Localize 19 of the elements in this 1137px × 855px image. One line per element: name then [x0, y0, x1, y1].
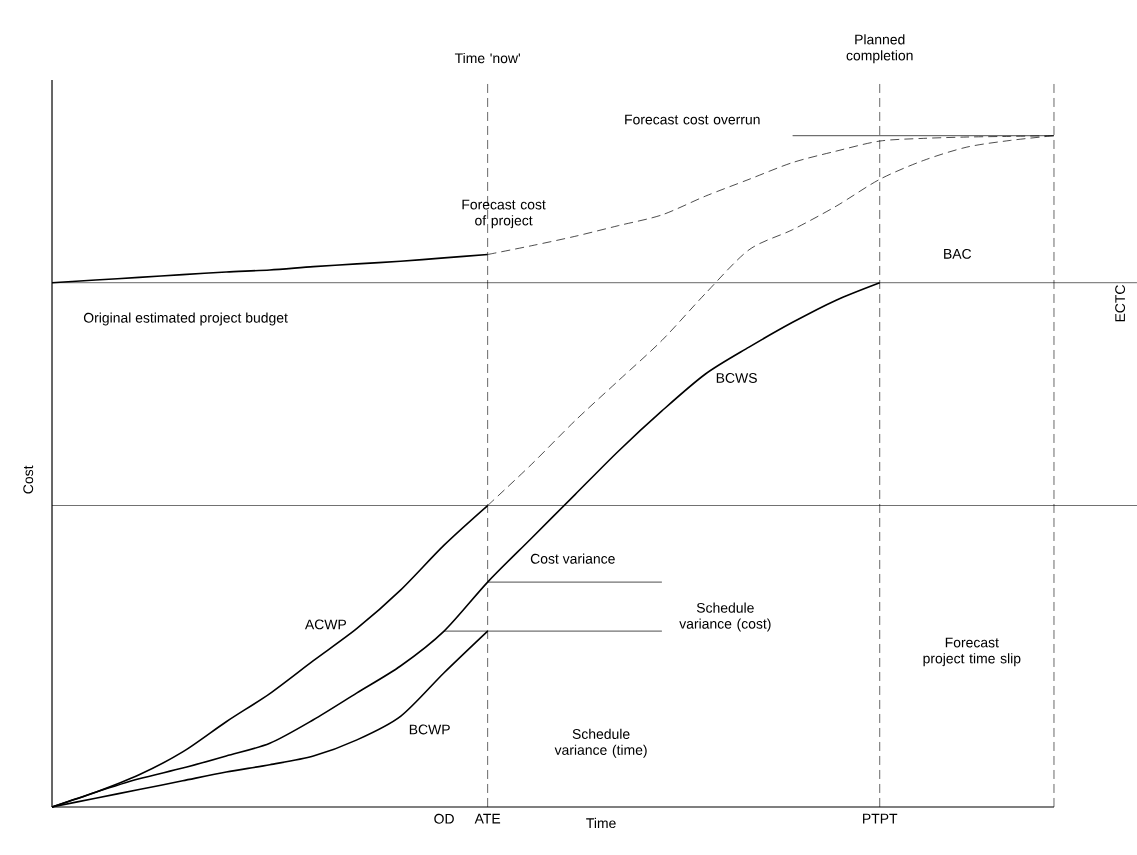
ref-line-label: Planned completion	[846, 34, 913, 64]
text: Forecast cost overrun	[625, 114, 760, 125]
series-label: BCWP	[409, 724, 450, 735]
annotation: Cost variance	[530, 553, 615, 564]
series-label: ACWP	[304, 619, 347, 630]
annotation: BAC	[944, 248, 972, 259]
annotation: Schedule variance (cost)	[679, 602, 771, 632]
series-label: BCWS	[716, 373, 757, 383]
y-axis-title: Cost	[23, 465, 34, 494]
x-tick-label: ATE	[474, 813, 501, 824]
ref-line-label: Time 'now'	[454, 52, 520, 64]
x-tick-label: OD	[434, 813, 454, 824]
series-label: Forecast cost of project	[462, 199, 546, 229]
annotation: Schedule variance (time)	[554, 728, 647, 758]
text: ECTC	[1115, 285, 1126, 322]
annotation: Original estimated project budget	[83, 312, 288, 326]
x-axis-title: Time	[586, 817, 616, 829]
x-tick-label: PTPT	[863, 813, 898, 824]
annotation: Forecast project time slip	[923, 637, 1021, 667]
